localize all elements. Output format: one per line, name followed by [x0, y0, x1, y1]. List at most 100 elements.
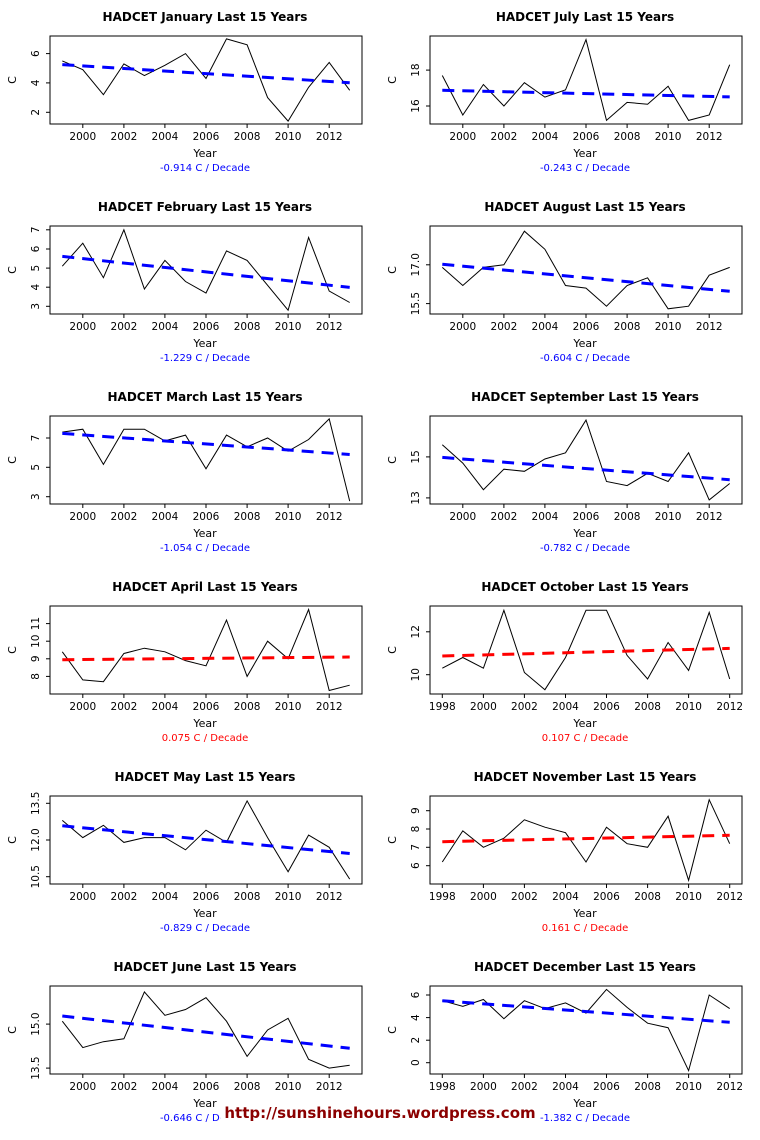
trend-line — [442, 455, 730, 482]
chart-plot-may: 2000 2002 2004 2006 2008 2010 2012 10.5 12.0 13.5… — [6, 792, 363, 902]
x-tick-label: 2004 — [152, 321, 179, 332]
x-tick-label: 2002 — [491, 131, 518, 142]
x-tick-label: 2004 — [552, 701, 579, 712]
chart-title-december: HADCET December Last 15 Years — [474, 960, 696, 974]
trend-line — [442, 999, 730, 1024]
x-tick-label: 2010 — [655, 321, 682, 332]
y-tick-label: 17.0 — [410, 253, 422, 276]
x-tick-label: 2006 — [193, 891, 220, 902]
y-tick-label: 7 — [410, 844, 422, 851]
trend-label-june: -0.646 C / Decade — [159, 1113, 251, 1124]
x-tick-label: 2010 — [675, 891, 702, 902]
x-tick-label: 2010 — [275, 891, 302, 902]
x-tick-label: 2012 — [716, 891, 743, 902]
x-tick-label: 2000 — [449, 511, 476, 522]
y-tick-label: 6 — [410, 991, 422, 998]
trend-label-july: -0.243 C / Decade — [539, 163, 631, 174]
x-tick-label: 2002 — [111, 131, 138, 142]
y-axis-title: C — [386, 646, 399, 654]
x-axis-title-november: Year — [573, 907, 597, 920]
x-tick-label: 2012 — [316, 891, 343, 902]
x-tick-label: 2006 — [593, 891, 620, 902]
data-line — [61, 990, 350, 1069]
y-tick-label: 11 — [30, 617, 42, 630]
chart-panel-september: HADCET September Last 15 Years 2000 2002 20… — [380, 380, 760, 570]
chart-plot-february: 2000 2002 2004 2006 2008 2010 2012 3 4 5 6 7 C — [6, 225, 363, 332]
x-tick-label: 1998 — [429, 891, 456, 902]
x-tick-label: 2012 — [696, 321, 723, 332]
trend-label-january: -0.914 C / Decade — [159, 163, 251, 174]
chart-plot-november: 1998 2000 2002 2004 2006 2008 2010 2012 6 7 8 9 C — [386, 795, 743, 902]
chart-panel-october: HADCET October Last 15 Years 1998 2000 2002… — [380, 570, 760, 760]
x-tick-label: 2006 — [593, 701, 620, 712]
trend-label-october: 0.107 C / Decade — [541, 733, 629, 744]
x-tick-label: 2010 — [275, 701, 302, 712]
chart-title-july: HADCET July Last 15 Years — [495, 10, 675, 24]
y-tick-label: 2 — [30, 109, 42, 116]
y-tick-label: 2 — [410, 1037, 422, 1044]
x-axis-title-august: Year — [573, 337, 597, 350]
chart-panel-july: HADCET July Last 15 Years 2000 2002 2004 200… — [380, 0, 760, 190]
x-tick-label: 2008 — [614, 131, 641, 142]
x-tick-label: 1998 — [429, 1081, 456, 1092]
chart-panel-june: HADCET June Last 15 Years 2000 2002 2004 200… — [0, 950, 380, 1140]
plot-box — [429, 225, 743, 315]
x-tick-label: 2000 — [69, 701, 96, 712]
x-tick-label: 2008 — [234, 321, 261, 332]
trend-label-february: -1.229 C / Decade — [159, 353, 251, 364]
trend-line — [62, 63, 350, 85]
x-tick-label: 2004 — [152, 1081, 179, 1092]
x-axis-title-december: Year — [573, 1097, 597, 1110]
y-axis-title: C — [6, 836, 19, 844]
y-axis-title: C — [6, 76, 19, 84]
x-tick-label: 2012 — [316, 701, 343, 712]
chart-plot-january: 2000 2002 2004 2006 2008 2010 2012 2 4 6 C — [6, 35, 363, 142]
x-tick-label: 2000 — [470, 1081, 497, 1092]
x-tick-label: 2002 — [491, 321, 518, 332]
y-axis-title: C — [6, 266, 19, 274]
x-tick-label: 2002 — [111, 321, 138, 332]
y-tick-label: 18 — [410, 63, 422, 76]
trend-line — [442, 833, 730, 844]
x-tick-label: 2006 — [193, 131, 220, 142]
plot-box — [429, 35, 743, 125]
chart-plot-august: 2000 2002 2004 2006 2008 2010 2012 15.5 17.0 C — [386, 225, 743, 332]
y-tick-label: 6 — [30, 50, 42, 57]
trend-line — [62, 655, 350, 662]
chart-title-september: HADCET September Last 15 Years — [471, 390, 699, 404]
x-tick-label: 2008 — [234, 511, 261, 522]
x-tick-label: 2002 — [491, 511, 518, 522]
trend-label-september: -0.782 C / Decade — [539, 543, 631, 554]
y-tick-label: 15.5 — [410, 292, 422, 315]
y-tick-label: 5 — [30, 265, 42, 272]
chart-title-november: HADCET November Last 15 Years — [473, 770, 697, 784]
x-axis-title-september: Year — [573, 527, 597, 540]
x-tick-label: 2000 — [470, 701, 497, 712]
y-tick-label: 13 — [410, 491, 422, 504]
x-tick-label: 2012 — [316, 1081, 343, 1092]
y-axis-title: C — [386, 266, 399, 274]
x-tick-label: 2004 — [152, 891, 179, 902]
x-tick-label: 2004 — [152, 131, 179, 142]
x-tick-label: 2006 — [573, 511, 600, 522]
x-tick-label: 2002 — [111, 701, 138, 712]
y-tick-label: 4 — [30, 284, 42, 291]
x-tick-label: 2012 — [716, 1081, 743, 1092]
trend-label-december: -1.382 C / Decade — [539, 1113, 631, 1124]
trend-line — [62, 254, 350, 289]
plot-box — [429, 985, 743, 1075]
x-tick-label: 2004 — [552, 891, 579, 902]
y-tick-label: 9 — [410, 807, 422, 814]
x-tick-label: 2004 — [532, 131, 559, 142]
chart-title-october: HADCET October Last 15 Years — [481, 580, 689, 594]
x-tick-label: 2010 — [275, 321, 302, 332]
x-tick-label: 2004 — [552, 1081, 579, 1092]
data-line — [62, 417, 351, 502]
x-axis-title-june: Year — [193, 1097, 217, 1110]
y-tick-label: 7 — [30, 226, 42, 233]
chart-title-june: HADCET June Last 15 Years — [113, 960, 297, 974]
x-tick-label: 2008 — [234, 1081, 261, 1092]
y-axis-title: C — [386, 836, 399, 844]
y-tick-label: 3 — [30, 303, 42, 310]
